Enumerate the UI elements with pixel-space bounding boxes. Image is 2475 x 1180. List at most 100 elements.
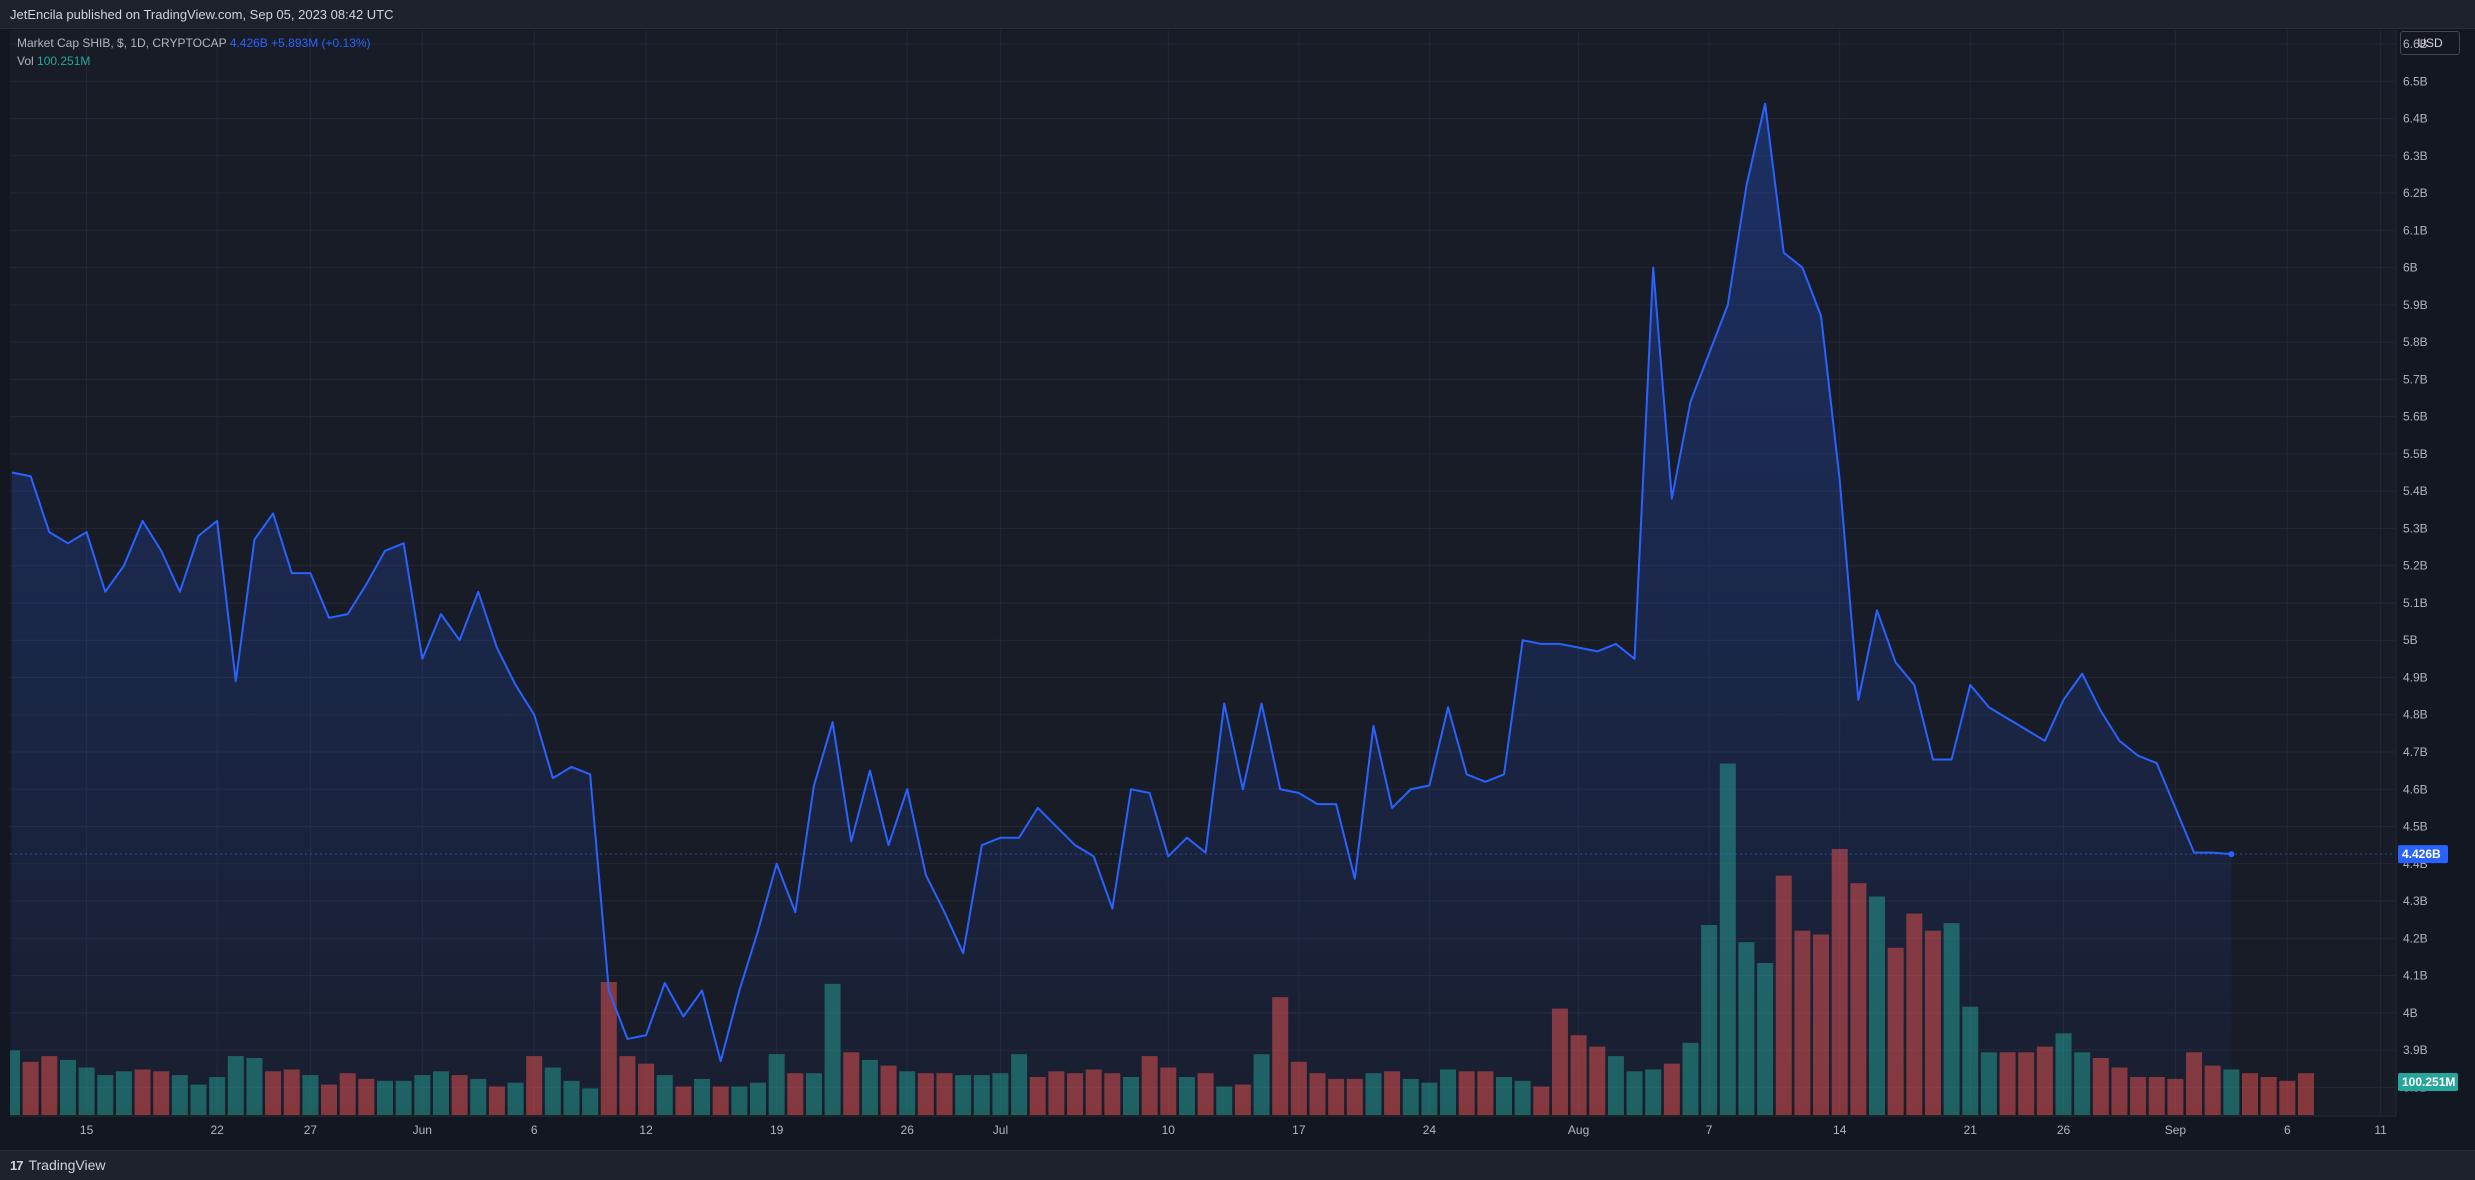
volume-bar (1384, 1071, 1401, 1115)
volume-bar (2018, 1052, 2035, 1115)
price-axis-label: 5B (2403, 633, 2418, 647)
volume-bar (1887, 947, 1904, 1115)
volume-bar (2204, 1065, 2221, 1115)
volume-bar (22, 1061, 39, 1115)
volume-bar (59, 1059, 76, 1115)
volume-bar (861, 1059, 878, 1115)
volume-bar (265, 1071, 282, 1115)
volume-bar (917, 1073, 934, 1115)
volume-bar (432, 1071, 449, 1115)
time-axis-label: 24 (1423, 1123, 1437, 1137)
volume-bars (10, 763, 2314, 1115)
price-axis-label: 4.7B (2403, 745, 2428, 759)
currency-button[interactable]: USD (2400, 31, 2460, 55)
price-axis-label: 4.9B (2403, 670, 2428, 684)
volume-bar (1216, 1086, 1233, 1115)
volume-bar (2186, 1052, 2203, 1115)
time-axis-label: 6 (531, 1123, 538, 1137)
volume-bar (358, 1078, 375, 1115)
price-axis-label: 5.5B (2403, 447, 2428, 461)
volume-bar (1607, 1056, 1624, 1115)
volume-bar (2148, 1077, 2165, 1115)
time-axis-label: 11 (2374, 1123, 2387, 1137)
volume-bar (1719, 763, 1736, 1115)
volume-bar (1346, 1078, 1363, 1115)
volume-bar (134, 1069, 151, 1115)
time-axis-label: 26 (2057, 1123, 2071, 1137)
volume-bar (1757, 963, 1774, 1115)
tradingview-logo-icon: 17 (10, 1157, 24, 1173)
volume-bar (1104, 1073, 1121, 1115)
volume-bar (395, 1080, 412, 1115)
volume-bar (2130, 1077, 2147, 1115)
volume-bar (1962, 1006, 1979, 1115)
volume-bar (1869, 896, 1885, 1115)
volume-bar (2297, 1073, 2314, 1115)
volume-bar (2242, 1073, 2258, 1115)
volume-bar (2036, 1046, 2053, 1115)
price-axis-label: 5.3B (2403, 521, 2428, 535)
chart-canvas[interactable] (10, 30, 2395, 1115)
volume-bar (2260, 1077, 2277, 1115)
volume-bar (97, 1075, 114, 1115)
volume-bar (1906, 913, 1923, 1115)
volume-bar (339, 1073, 356, 1115)
price-axis-label: 6.1B (2403, 223, 2428, 237)
volume-bar (1067, 1073, 1084, 1115)
price-axis-label: 5.8B (2403, 335, 2428, 349)
volume-bar (2223, 1069, 2240, 1115)
volume-bar (171, 1075, 188, 1115)
volume-bar (414, 1075, 431, 1115)
volume-bar (526, 1056, 543, 1115)
price-axis-label: 6.2B (2403, 186, 2428, 200)
volume-bar (451, 1075, 468, 1115)
volume-bar (1980, 1052, 1997, 1115)
time-axis-label: 19 (770, 1123, 784, 1137)
tradingview-brand: TradingView (28, 1157, 106, 1173)
published-info: JetEncila published on TradingView.com, … (10, 7, 394, 22)
time-axis-label: 12 (639, 1123, 653, 1137)
chart-legend[interactable]: Market Cap SHIB, $, 1D, CRYPTOCAP 4.426B… (17, 34, 371, 70)
volume-bar (2074, 1052, 2091, 1115)
volume-bar (1682, 1042, 1699, 1115)
volume-bar (2055, 1033, 2072, 1115)
volume-bar (227, 1056, 244, 1115)
volume-bar (1085, 1069, 1102, 1115)
volume-bar (1141, 1056, 1158, 1115)
time-axis-label: Jun (413, 1123, 432, 1137)
chart-pane[interactable] (10, 30, 2395, 1115)
volume-bar (283, 1069, 300, 1115)
volume-bar (1645, 1069, 1662, 1115)
price-axis-label: 4.5B (2403, 820, 2428, 834)
volume-bar (1477, 1071, 1494, 1115)
volume-bar (1197, 1073, 1214, 1115)
volume-bar (1309, 1073, 1326, 1115)
price-axis-label: 5.9B (2403, 298, 2428, 312)
price-axis-label: 4.1B (2403, 969, 2428, 983)
volume-bar (880, 1065, 897, 1115)
volume-bar (1253, 1054, 1270, 1115)
volume-bar (1290, 1061, 1307, 1115)
volume-bar (2111, 1067, 2128, 1115)
volume-bar (246, 1058, 263, 1115)
volume-bar (41, 1056, 58, 1115)
header-bar: JetEncila published on TradingView.com, … (0, 0, 2475, 29)
price-axis-label: 4.6B (2403, 782, 2428, 796)
price-axis-label: 6B (2403, 261, 2418, 275)
volume-bar (488, 1086, 505, 1115)
tradingview-logo[interactable]: 17 TradingView (10, 1157, 106, 1173)
volume-bar (992, 1073, 1009, 1115)
time-axis-label: 6 (2284, 1123, 2291, 1137)
volume-bar (1589, 1046, 1606, 1115)
volume-bar (600, 982, 617, 1115)
price-axis-label: 5.1B (2403, 596, 2428, 610)
volume-bar (2092, 1058, 2109, 1115)
volume-bar (787, 1073, 804, 1115)
price-axis-label: 4.4B (2403, 857, 2428, 871)
price-axis-label: 4.2B (2403, 931, 2428, 945)
last-volume-badge (2398, 1073, 2458, 1091)
volume-bar (1924, 930, 1941, 1115)
volume-bar (302, 1075, 319, 1115)
volume-bar (1663, 1063, 1680, 1115)
volume-bar (10, 1050, 20, 1115)
